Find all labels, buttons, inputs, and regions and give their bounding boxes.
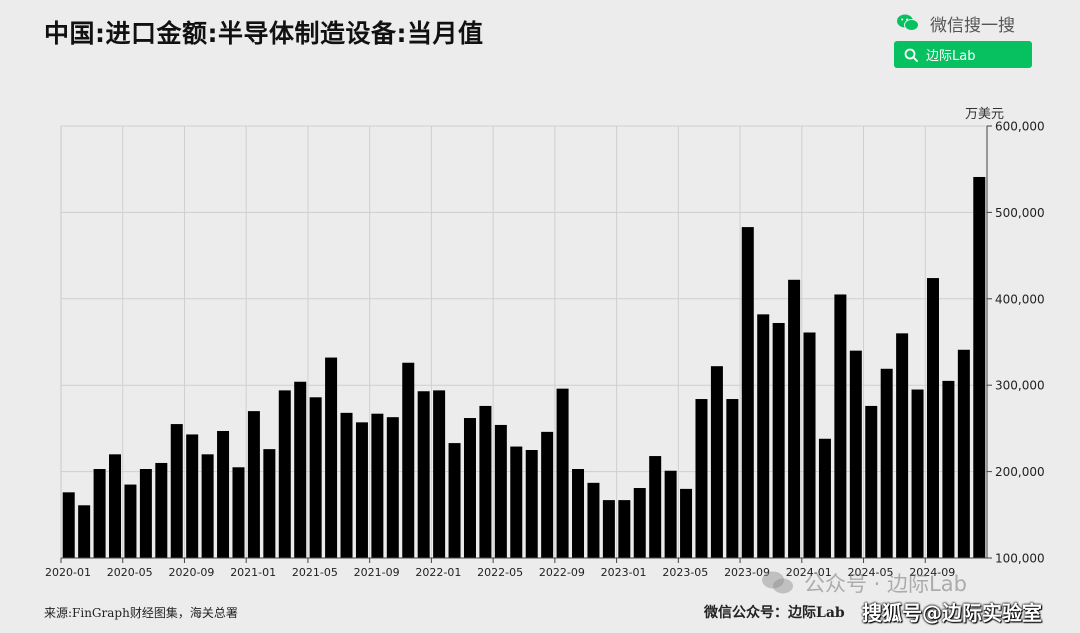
bar-2021-04 [294, 381, 307, 558]
y-tick-label: 300,000 [995, 379, 1045, 393]
bar-2022-07 [525, 450, 538, 558]
bar-2022-04 [479, 405, 492, 558]
bar-2020-03 [93, 469, 106, 558]
wechat-account-note: 微信公众号：边际Lab [704, 605, 845, 621]
bar-2024-12 [973, 176, 986, 558]
bar-2023-11 [772, 322, 785, 558]
bar-2023-06 [695, 399, 708, 558]
bar-2024-03 [834, 294, 847, 558]
search-button[interactable]: 边际Lab [894, 41, 1032, 68]
y-tick-label: 500,000 [995, 206, 1045, 220]
bar-2023-12 [788, 279, 801, 558]
bar-2020-07 [155, 462, 168, 558]
bar-2024-09 [926, 278, 939, 558]
bar-2024-01 [803, 332, 816, 558]
x-tick-label: 2022-09 [539, 566, 585, 579]
bar-2023-05 [680, 488, 693, 558]
x-tick-label: 2020-01 [45, 566, 91, 579]
x-tick-label: 2021-09 [354, 566, 400, 579]
search-button-label: 边际Lab [926, 49, 976, 64]
bar-2020-12 [232, 467, 245, 558]
search-icon [904, 48, 918, 62]
x-tick-label: 2024-05 [848, 566, 894, 579]
bar-2021-03 [278, 390, 291, 558]
wechat-icon [897, 14, 919, 31]
bar-2024-10 [942, 380, 955, 558]
x-tick-label: 2021-05 [292, 566, 338, 579]
bar-2022-06 [510, 446, 523, 558]
x-tick-label: 2021-01 [230, 566, 276, 579]
bar-2020-10 [201, 454, 214, 558]
bar-2021-05 [309, 397, 322, 558]
bar-2024-11 [957, 349, 970, 558]
x-tick-label: 2024-01 [786, 566, 832, 579]
bar-2024-08 [911, 389, 924, 558]
x-tick-label: 2023-09 [724, 566, 770, 579]
bar-2023-08 [726, 399, 739, 558]
bar-2022-09 [556, 388, 569, 558]
bar-2021-11 [402, 362, 415, 558]
plot-frame [60, 125, 988, 559]
bar-2021-02 [263, 449, 276, 558]
bar-2020-09 [186, 434, 199, 558]
bar-2022-01 [433, 390, 446, 558]
wechat-search-brand: 微信搜一搜 [896, 10, 1015, 36]
bar-2020-06 [139, 469, 152, 558]
x-tick-label: 2023-01 [601, 566, 647, 579]
bar-2022-11 [587, 482, 600, 558]
bar-2020-01 [62, 492, 75, 558]
bar-2021-08 [355, 422, 368, 558]
bar-2022-08 [541, 431, 554, 558]
y-tick-label: 600,000 [995, 120, 1045, 134]
bar-2022-12 [602, 500, 615, 558]
wechat-search-label: 微信搜一搜 [930, 15, 1015, 36]
y-tick-label: 200,000 [995, 465, 1045, 479]
y-tick-label: 100,000 [995, 552, 1045, 566]
bar-2023-04 [664, 470, 677, 558]
bar-2020-04 [109, 454, 122, 558]
x-tick-label: 2022-05 [477, 566, 523, 579]
bar-2022-10 [572, 469, 585, 558]
bar-2020-11 [217, 430, 230, 558]
bar-2022-02 [448, 443, 461, 558]
bar-2020-08 [170, 424, 183, 558]
source-note: 来源:FinGraph财经图集，海关总署 [44, 606, 238, 620]
bar-2024-06 [880, 368, 893, 558]
public-account-watermark-text: 公众号 · 边际Lab [804, 572, 967, 596]
bar-2023-09 [741, 227, 754, 558]
bar-2023-02 [633, 488, 646, 558]
bar-2022-05 [494, 424, 507, 558]
bar-2021-06 [325, 357, 338, 558]
x-tick-label: 2020-09 [168, 566, 214, 579]
bar-2023-07 [710, 366, 723, 558]
chart-title: 中国:进口金额:半导体制造设备:当月值 [44, 19, 484, 48]
bar-2023-10 [757, 314, 770, 558]
bar-2020-05 [124, 484, 137, 558]
public-account-watermark: 公众号 · 边际Lab [760, 568, 967, 598]
bar-2021-07 [340, 412, 353, 558]
bar-2023-01 [618, 500, 631, 558]
bar-2024-02 [818, 438, 831, 558]
sohu-watermark: 搜狐号@边际实验室 [862, 601, 1042, 625]
bar-2021-09 [371, 413, 384, 558]
x-tick-label: 2023-05 [662, 566, 708, 579]
x-tick-label: 2024-09 [909, 566, 955, 579]
bar-2023-03 [649, 456, 662, 558]
bar-2021-12 [417, 391, 430, 558]
bar-2021-10 [386, 417, 399, 558]
y-axis-unit-label: 万美元 [965, 107, 1005, 122]
bar-2022-03 [463, 418, 476, 558]
bar-2020-02 [78, 505, 91, 558]
bar-2024-07 [896, 333, 909, 558]
x-tick-label: 2020-05 [107, 566, 153, 579]
wechat-watermark-icon [762, 571, 793, 594]
bar-2021-01 [247, 411, 260, 558]
bar-2024-04 [849, 350, 862, 558]
bar-2024-05 [865, 405, 878, 558]
x-tick-label: 2022-01 [415, 566, 461, 579]
y-tick-label: 400,000 [995, 292, 1045, 306]
